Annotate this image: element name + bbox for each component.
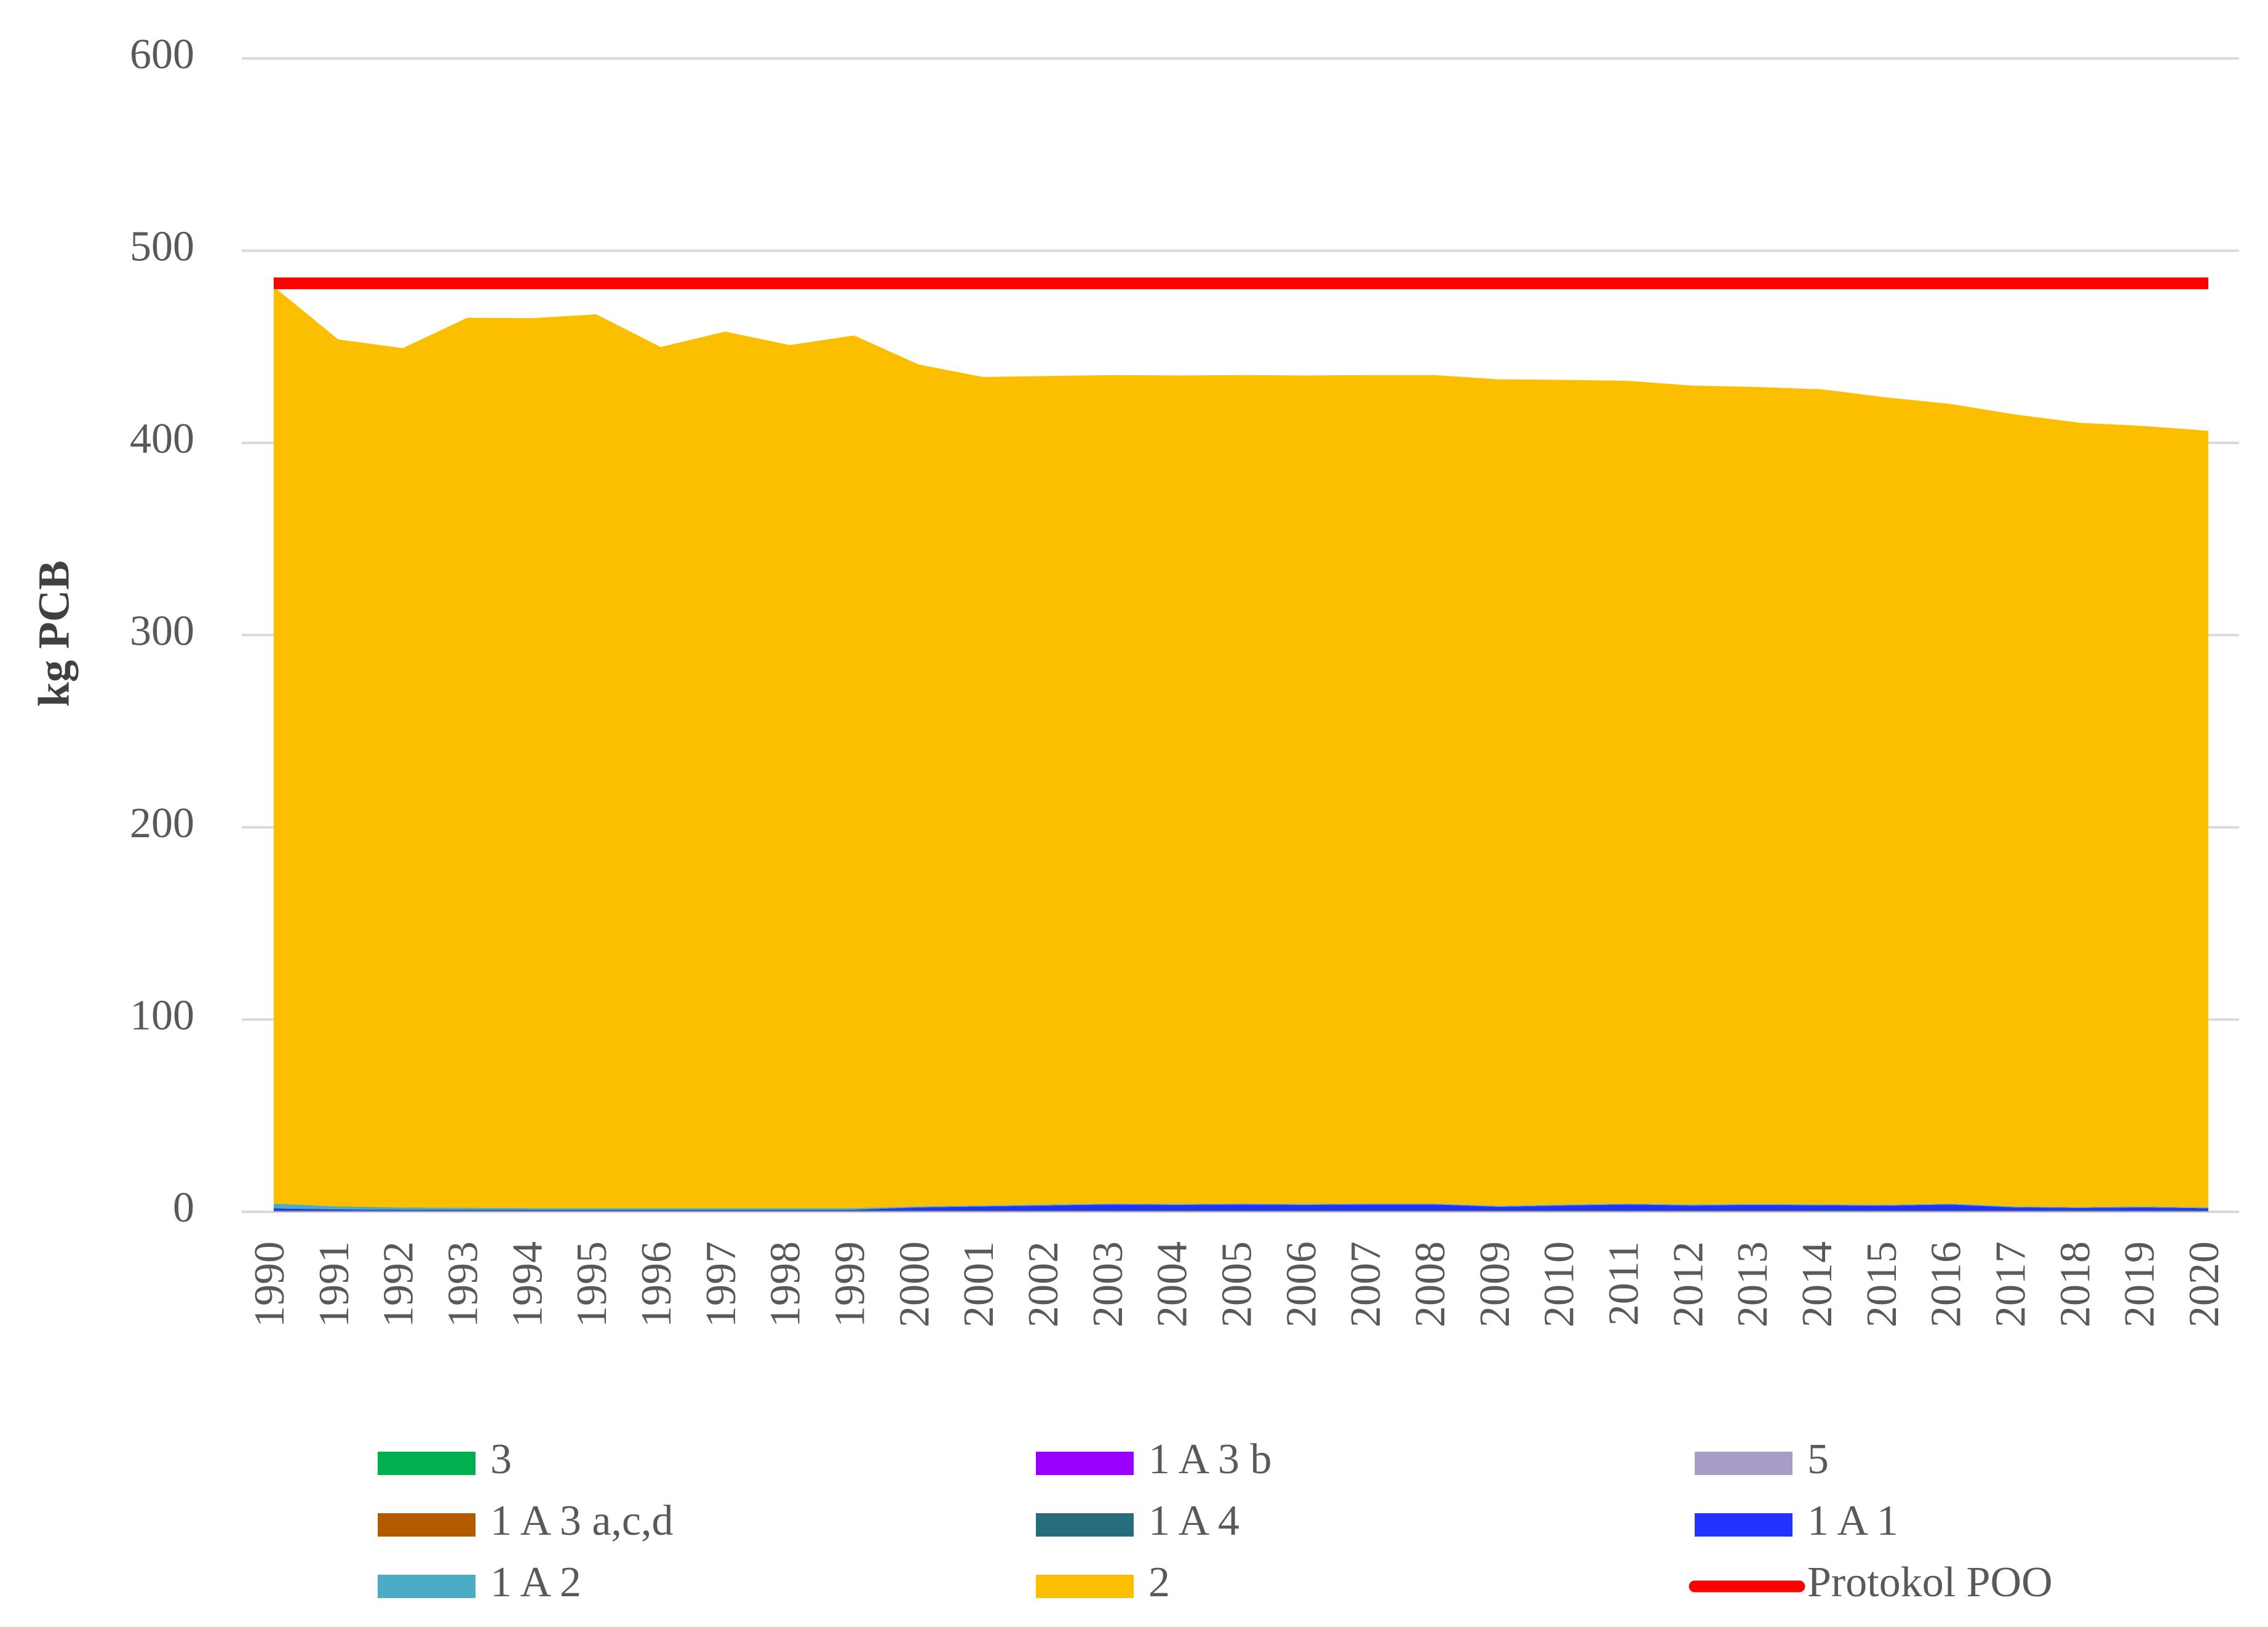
x-tick-label: 2011 bbox=[1601, 1241, 1648, 1326]
legend-label: 1 A 3 a,c,d bbox=[490, 1497, 673, 1545]
x-tick-label: 2010 bbox=[1536, 1241, 1583, 1327]
legend-label: 2 bbox=[1148, 1559, 1170, 1606]
x-tick-label: 2005 bbox=[1214, 1241, 1261, 1327]
x-tick-label: 2004 bbox=[1149, 1241, 1196, 1327]
x-tick-label: 1992 bbox=[375, 1241, 423, 1327]
x-tick-label: 2013 bbox=[1729, 1241, 1777, 1327]
y-axis-title: kg PCB bbox=[30, 560, 79, 707]
legend-swatch bbox=[378, 1575, 475, 1598]
x-tick-label: 2007 bbox=[1342, 1241, 1390, 1327]
area bbox=[274, 286, 2208, 1209]
legend-label: 5 bbox=[1807, 1436, 1829, 1483]
legend-swatch bbox=[378, 1452, 475, 1475]
x-tick-label: 2008 bbox=[1407, 1241, 1454, 1327]
x-tick-label: 1991 bbox=[311, 1241, 358, 1327]
legend-swatch bbox=[1695, 1452, 1793, 1475]
y-tick-label: 100 bbox=[130, 992, 194, 1040]
legend-label: Protokol POO bbox=[1807, 1559, 2053, 1606]
x-tick-label: 2019 bbox=[2116, 1241, 2163, 1327]
x-tick-label: 1990 bbox=[246, 1241, 293, 1327]
legend-label: 1 A 2 bbox=[490, 1559, 581, 1606]
legend-swatch bbox=[1036, 1452, 1134, 1475]
y-tick-label: 200 bbox=[130, 800, 194, 847]
x-tick-label: 2002 bbox=[1020, 1241, 1067, 1327]
x-tick-label: 2012 bbox=[1665, 1241, 1712, 1327]
x-tick-label: 1995 bbox=[568, 1241, 616, 1327]
y-tick-label: 300 bbox=[130, 608, 194, 655]
y-tick-label: 500 bbox=[130, 223, 194, 271]
legend-swatch bbox=[1036, 1513, 1134, 1537]
legend-swatch bbox=[1695, 1513, 1793, 1537]
x-tick-label: 1997 bbox=[698, 1241, 745, 1327]
x-tick-label: 2000 bbox=[891, 1241, 938, 1327]
area bbox=[274, 1211, 2208, 1212]
x-tick-label: 1998 bbox=[762, 1241, 810, 1327]
legend-label: 1 A 1 bbox=[1807, 1497, 1898, 1545]
x-tick-label: 2016 bbox=[1923, 1241, 1970, 1327]
area bbox=[274, 1204, 2208, 1211]
legend-swatch bbox=[378, 1513, 475, 1537]
x-tick-label: 1994 bbox=[504, 1241, 551, 1327]
legend-label: 1 A 3 b bbox=[1148, 1436, 1271, 1483]
x-tick-label: 2015 bbox=[1858, 1241, 1906, 1327]
x-tick-label: 2009 bbox=[1471, 1241, 1519, 1327]
x-tick-label: 1993 bbox=[440, 1241, 487, 1327]
x-tick-label: 2020 bbox=[2181, 1241, 2228, 1327]
y-tick-label: 400 bbox=[130, 415, 194, 463]
y-tick-label: 600 bbox=[130, 31, 194, 78]
legend-swatch bbox=[1036, 1575, 1134, 1598]
y-tick-label: 0 bbox=[173, 1184, 194, 1231]
x-tick-label: 2001 bbox=[955, 1241, 1003, 1327]
legend-label: 3 bbox=[490, 1436, 512, 1483]
x-tick-label: 1999 bbox=[827, 1241, 874, 1327]
x-tick-label: 2017 bbox=[1987, 1241, 2035, 1327]
x-tick-label: 2006 bbox=[1278, 1241, 1325, 1327]
legend-label: 1 A 4 bbox=[1148, 1497, 1239, 1545]
x-tick-label: 2018 bbox=[2051, 1241, 2099, 1327]
x-tick-label: 2003 bbox=[1084, 1241, 1132, 1327]
x-tick-label: 1996 bbox=[633, 1241, 680, 1327]
x-tick-label: 2014 bbox=[1794, 1241, 1841, 1327]
